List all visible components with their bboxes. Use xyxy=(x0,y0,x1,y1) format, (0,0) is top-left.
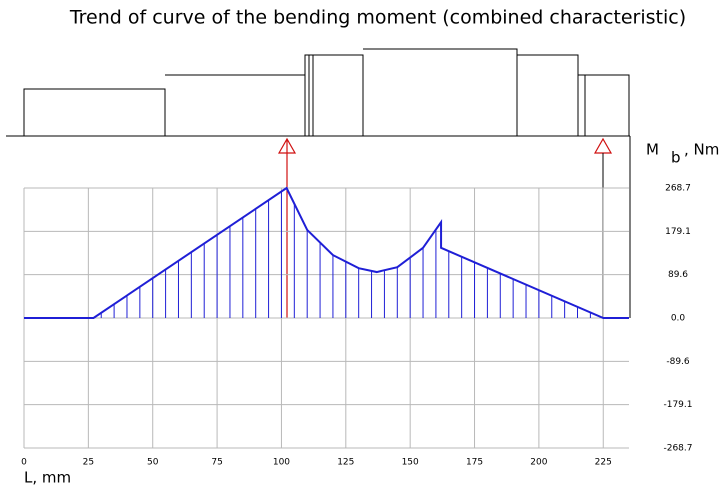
y-label: M xyxy=(646,141,659,159)
y-tick-label: 268.7 xyxy=(665,184,691,194)
y-tick-label: 89.6 xyxy=(668,270,688,280)
x-tick-label: 100 xyxy=(273,458,290,468)
moment-curve xyxy=(24,186,629,319)
x-label: L, mm xyxy=(24,469,71,487)
chart-title: Trend of curve of the bending moment (co… xyxy=(69,7,686,29)
x-tick-label: 200 xyxy=(530,458,547,468)
x-tick-label: 50 xyxy=(147,458,159,468)
x-tick-label: 225 xyxy=(595,458,612,468)
y-tick-label: -268.7 xyxy=(663,444,692,454)
supports xyxy=(277,137,613,318)
x-tick-label: 0 xyxy=(21,458,27,468)
shaft xyxy=(6,48,631,318)
x-tick-label: 125 xyxy=(337,458,354,468)
x-tick-label: 150 xyxy=(402,458,419,468)
y-tick-label: -89.6 xyxy=(666,357,690,367)
y-tick-label: -179.1 xyxy=(663,400,692,410)
support xyxy=(277,137,297,318)
x-tick-label: 25 xyxy=(83,458,94,468)
x-tick-label: 75 xyxy=(211,458,222,468)
y-tick-label: 0.0 xyxy=(671,314,686,324)
support xyxy=(593,137,613,154)
y-tick-label: 179.1 xyxy=(665,227,691,237)
x-tick-label: 175 xyxy=(466,458,483,468)
y-label-sub: b xyxy=(671,149,681,167)
shaft-outline xyxy=(6,48,631,318)
y-label-unit: , Nm xyxy=(684,141,719,159)
